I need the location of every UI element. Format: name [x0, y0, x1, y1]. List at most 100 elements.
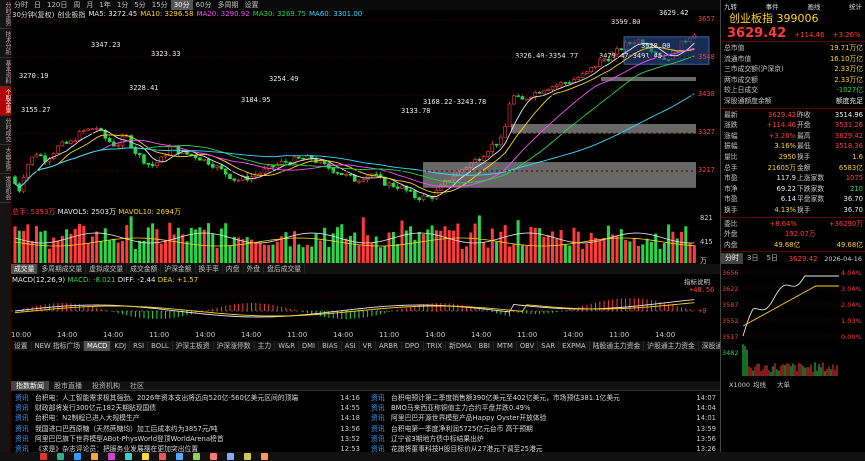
indicator-tab[interactable]: 主力 — [255, 341, 276, 351]
news-item[interactable]: 资讯 阿里巴巴旗下世界模型ABot-PhysWorld登顶WorldArena榜首… — [11, 434, 363, 444]
quote-tool-item[interactable]: 九转 — [724, 2, 737, 11]
volume-indicator-tab[interactable]: 虚拟成交量 — [86, 264, 128, 274]
quote-tool-item[interactable]: 统计 — [848, 2, 862, 11]
indicator-tab[interactable]: NEW 指标广场 — [32, 341, 85, 351]
taskbar-app-icon[interactable] — [91, 453, 98, 460]
news-title[interactable]: 台积电：N2制程已进入大规模生产 — [35, 414, 140, 423]
period-tab[interactable]: 60分 — [195, 1, 212, 9]
indicator-tab[interactable]: TRIX — [424, 341, 447, 351]
indicator-tab[interactable]: 沪深主板资 — [173, 341, 214, 351]
news-title[interactable]: 我国进口巴西原糖（天然蔗糖均）加工后成本约为3857元/吨 — [35, 424, 218, 433]
indicator-tab[interactable]: ASI — [342, 341, 360, 351]
news-item[interactable]: 资讯 财政部将发行300亿元182天期贴现国债 14:55 — [11, 403, 363, 413]
news-item[interactable]: 资讯 台积电：N2制程已进入大规模生产 14:18 — [11, 413, 363, 423]
news-tab[interactable]: 投资机构 — [92, 382, 120, 390]
news-item[interactable]: 资讯 辽宁省3期地方债中标结果出炉 13:56 — [367, 434, 719, 444]
period-tab[interactable]: 多周期 — [217, 1, 239, 9]
volume-indicator-tab[interactable]: 沪深金额 — [161, 264, 196, 274]
news-item[interactable]: 资讯 台积电预计第二季度销售额390亿美元至402亿美元，市场预估381.1亿美元… — [367, 393, 719, 403]
kline-chart[interactable]: 3347.23 3323.33 3270.19 3228.41 3184.95 3254.… — [11, 10, 720, 371]
indicator-tab[interactable]: BIAS — [319, 341, 342, 351]
taskbar-app-icon[interactable] — [142, 453, 149, 460]
indicator-tab[interactable]: W&R — [275, 341, 299, 351]
quote-tool-item[interactable]: 事件 — [765, 2, 779, 11]
volume-indicator-tab[interactable]: 成交金额 — [127, 264, 162, 274]
taskbar-app-icon[interactable] — [125, 453, 132, 460]
volume-indicator-tab[interactable]: 成交量 — [11, 264, 39, 274]
sidebar-item-panorama[interactable]: 个股全景 — [0, 87, 11, 116]
indicator-tab[interactable]: KDJ — [111, 341, 131, 351]
period-tab[interactable]: 15分 — [151, 1, 168, 9]
taskbar-app-icon[interactable] — [40, 453, 47, 460]
indicator-tab[interactable]: MACD — [84, 341, 112, 351]
mini-intraday-chart[interactable]: 3656 3622 3587 3552 3517 3482 4.04% 3.04% 2.04% 1… — [721, 264, 865, 389]
volume-indicator-tab[interactable]: 盘后成交量 — [264, 264, 306, 274]
news-title[interactable]: 台积电：人工智能需求极其强劲。2026年资本支出将迈向520亿-560亿美元区间… — [35, 394, 299, 402]
sidebar-item-basic-info[interactable]: 基本资料 — [0, 58, 11, 87]
indicator-tab[interactable]: 深股通主力资金 — [699, 341, 720, 351]
period-tab[interactable]: 1分 — [116, 1, 129, 9]
mini-chart-tab[interactable]: 3日 — [747, 254, 759, 263]
news-tab[interactable]: 社区 — [130, 382, 144, 390]
indicator-tab[interactable]: BOLL — [148, 341, 173, 351]
news-tab[interactable]: 指数新闻 — [11, 381, 49, 390]
news-item[interactable]: 资讯 BMO马来西亚称铜值主力合约平盘并跌0.49% 14:04 — [367, 403, 719, 413]
taskbar-app-icon[interactable] — [210, 453, 217, 460]
news-title[interactable]: 花旗将董事科技H股目标价从27港元下调至25港元 — [391, 444, 543, 453]
mini-chart-tab[interactable]: 5日 — [766, 254, 778, 263]
taskbar-app-icon[interactable] — [227, 453, 234, 460]
sidebar-item-trades[interactable]: 分时成交 — [0, 116, 11, 145]
period-tab[interactable]: 分时 — [14, 1, 28, 9]
period-tab[interactable]: 日 — [34, 1, 41, 9]
period-tab[interactable]: 30分 — [170, 0, 193, 10]
volume-indicator-tab[interactable]: 外盘 — [244, 264, 265, 274]
taskbar-app-icon[interactable] — [176, 453, 183, 460]
period-tab[interactable]: 月 — [86, 1, 94, 9]
quote-tool-item[interactable]: 画线 — [807, 2, 821, 11]
news-title[interactable]: 台积电第一季度净利润5725亿元台币 高于预期 — [391, 424, 533, 433]
indicator-tab[interactable]: DMI — [299, 341, 320, 351]
news-item[interactable]: 资讯 台积电第一季度净利润5725亿元台币 高于预期 13:59 — [367, 424, 719, 434]
news-title[interactable]: BMO马来西亚称铜值主力合约平盘并跌0.49% — [391, 404, 531, 413]
indicator-tab[interactable]: 新DMA — [446, 341, 476, 351]
indicator-tab[interactable]: DPO — [402, 341, 424, 351]
volume-indicator-tab[interactable]: 换手率 — [196, 264, 223, 274]
sidebar-item-opportunity[interactable]: 发现机会 — [0, 174, 11, 203]
indicator-tab[interactable]: 陆股通主力资金 — [590, 341, 645, 351]
indicator-tab[interactable]: BBI — [476, 341, 494, 351]
indicator-tab[interactable]: OBV — [517, 341, 539, 351]
taskbar-app-icon[interactable] — [261, 453, 268, 460]
indicator-tab[interactable]: 沪深涨停数 — [214, 341, 255, 351]
news-title[interactable]: 辽宁省3期地方债中标结果出炉 — [391, 434, 484, 443]
mini-chart-tab[interactable]: 分时 — [721, 253, 743, 265]
sidebar-item-tech-analysis[interactable]: 技术分析 — [0, 29, 11, 58]
indicator-tab[interactable]: VR — [360, 341, 377, 351]
news-item[interactable]: 资讯 花旗将董事科技H股目标价从27港元下调至25港元 13:26 — [367, 444, 719, 454]
indicator-tab[interactable]: 沪股通主力资金 — [644, 341, 699, 351]
sidebar-item-market[interactable]: 大盘走势 — [0, 145, 11, 174]
period-tab[interactable]: 周 — [73, 1, 81, 9]
taskbar-app-icon[interactable] — [193, 453, 200, 460]
news-item[interactable]: 资讯 阿里巴巴开源世界模型产品Happy Oyster开放体验 14:01 — [367, 413, 719, 423]
news-title[interactable]: 财政部将发行300亿元182天期贴现国债 — [35, 404, 157, 413]
indicator-tab[interactable]: SAR — [538, 341, 560, 351]
news-title[interactable]: 台积电预计第二季度销售额390亿美元至402亿美元，市场预估381.1亿美元 — [391, 394, 620, 402]
indicator-tab[interactable]: EXPMA — [559, 341, 590, 351]
volume-indicator-tab[interactable]: 多周期成交量 — [38, 264, 87, 274]
taskbar-app-icon[interactable] — [244, 453, 251, 460]
news-item[interactable]: 资讯 我国进口巴西原糖（天然蔗糖均）加工后成本约为3857元/吨 13:56 — [11, 424, 363, 434]
taskbar-app-icon[interactable] — [57, 453, 64, 460]
indicator-tab[interactable]: MTM — [494, 341, 517, 351]
indicator-help-link[interactable]: 指标说明 — [684, 278, 710, 286]
volume-indicator-tab[interactable]: 内盘 — [223, 264, 244, 274]
taskbar-app-icon[interactable] — [74, 453, 81, 460]
news-title[interactable]: 阿里巴巴旗下世界模型ABot-PhysWorld登顶WorldArena榜首 — [35, 434, 224, 443]
taskbar-app-icon[interactable] — [159, 453, 166, 460]
period-tab[interactable]: 5分 — [134, 1, 146, 9]
period-tab[interactable]: 120日 — [47, 1, 68, 9]
news-item[interactable]: 资讯 《求是》杂志评论员：把服务业发展摆在更加突出位置 12:53 — [11, 444, 363, 454]
period-tab[interactable]: 1年 — [99, 1, 111, 9]
news-item[interactable]: 资讯 台积电：人工智能需求极其强劲。2026年资本支出将迈向520亿-560亿美元… — [11, 393, 363, 403]
indicator-tab[interactable]: 设置 — [11, 341, 32, 351]
indicator-tab[interactable]: RSI — [130, 341, 149, 351]
